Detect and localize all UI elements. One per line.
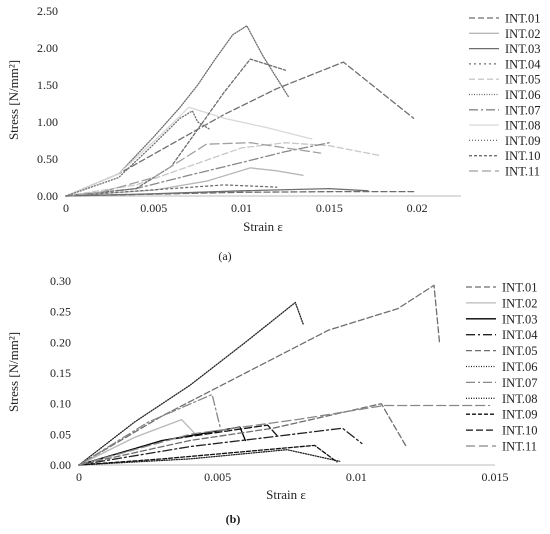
chart-b-y-label: Stress [N/mm²] bbox=[6, 332, 21, 412]
legend-label: INT.02 bbox=[502, 296, 538, 310]
legend-label: INT.09 bbox=[502, 408, 538, 422]
legend-label: INT.08 bbox=[502, 392, 538, 406]
chart-b-x-tick-label: 0 bbox=[76, 470, 82, 484]
legend-label: INT.10 bbox=[505, 149, 541, 163]
chart-a-x-ticks: 0 0.005 0.01 0.015 0.02 bbox=[63, 201, 428, 215]
chart-a-series-line-1 bbox=[65, 61, 415, 197]
legend-label: INT.07 bbox=[505, 103, 541, 117]
chart-a-series-line-12 bbox=[65, 190, 415, 197]
chart-b-y-tick-label: 0.20 bbox=[50, 335, 71, 349]
chart-b-panel-label: (b) bbox=[226, 512, 241, 526]
chart-panel-b: 0 0.005 0.01 0.015 0.00 0.05 0.10 0.15 0.20 0.25… bbox=[6, 274, 538, 526]
chart-b-series-line-5 bbox=[78, 403, 407, 466]
chart-b-series-line-9 bbox=[78, 444, 338, 466]
chart-a-panel-label: (a) bbox=[218, 249, 231, 263]
legend-label: INT.04 bbox=[502, 328, 538, 342]
chart-b-y-tick-label: 0.00 bbox=[50, 458, 71, 472]
chart-b-series-line-7 bbox=[78, 393, 222, 466]
chart-b-y-tick-label: 0.15 bbox=[50, 366, 71, 380]
chart-b-x-tick-label: 0.005 bbox=[204, 470, 231, 484]
legend-label: INT.09 bbox=[505, 134, 541, 148]
chart-b-series-line-4 bbox=[78, 427, 363, 466]
chart-panel-a: 0 0.005 0.01 0.015 0.02 0.00 0.50 1.00 1.50 2.00… bbox=[6, 4, 541, 263]
chart-a-series-line-7 bbox=[65, 142, 330, 197]
legend-label: INT.06 bbox=[502, 360, 538, 374]
chart-a-series-line-6 bbox=[65, 25, 290, 197]
chart-b-x-tick-label: 0.015 bbox=[482, 470, 509, 484]
chart-a-y-tick-label: 1.00 bbox=[37, 115, 58, 129]
legend-label: INT.01 bbox=[505, 12, 541, 26]
chart-a-legend: INT.01INT.02INT.03INT.04INT.05INT.06INT.… bbox=[469, 12, 541, 179]
chart-a-x-tick-label: 0.015 bbox=[316, 201, 343, 215]
chart-b-series-line-11 bbox=[78, 404, 491, 466]
chart-a-x-tick-label: 0 bbox=[63, 201, 69, 215]
chart-a-lines bbox=[65, 25, 415, 197]
legend-label: INT.10 bbox=[502, 424, 538, 438]
chart-a-y-tick-label: 0.00 bbox=[37, 189, 58, 203]
chart-a-series-line-4 bbox=[65, 184, 278, 197]
legend-label: INT.06 bbox=[505, 88, 541, 102]
chart-b-series-line-8 bbox=[78, 449, 341, 466]
chart-b-x-ticks: 0 0.005 0.01 0.015 bbox=[76, 470, 509, 484]
chart-a-x-tick-label: 0.02 bbox=[407, 201, 428, 215]
chart-b-y-tick-label: 0.05 bbox=[50, 427, 71, 441]
chart-a-x-tick-label: 0.005 bbox=[140, 201, 167, 215]
chart-a-y-tick-label: 1.50 bbox=[37, 78, 58, 92]
legend-label: INT.02 bbox=[505, 27, 541, 41]
chart-a-x-label: Strain ε bbox=[243, 219, 283, 234]
legend-label: INT.11 bbox=[502, 440, 537, 454]
chart-b-y-tick-label: 0.25 bbox=[50, 305, 71, 319]
legend-label: INT.03 bbox=[505, 42, 541, 56]
chart-a-y-ticks: 0.00 0.50 1.00 1.50 2.00 2.50 bbox=[37, 4, 58, 203]
chart-a-y-tick-label: 2.50 bbox=[37, 4, 58, 18]
chart-a-series-line-2 bbox=[65, 167, 304, 197]
chart-a-series-line-9 bbox=[65, 110, 211, 197]
chart-a-series-line-11 bbox=[65, 142, 322, 197]
chart-b-y-ticks: 0.00 0.05 0.10 0.15 0.20 0.25 0.30 bbox=[50, 274, 71, 472]
legend-label: INT.11 bbox=[505, 165, 540, 179]
legend-label: INT.08 bbox=[505, 119, 541, 133]
legend-label: INT.03 bbox=[502, 312, 538, 326]
chart-b-x-label: Strain ε bbox=[266, 487, 306, 502]
chart-a-x-tick-label: 0.01 bbox=[231, 201, 252, 215]
legend-label: INT.04 bbox=[505, 57, 541, 71]
chart-b-series-line-2 bbox=[78, 418, 197, 466]
chart-a-series-line-10 bbox=[65, 58, 287, 197]
chart-b-y-tick-label: 0.30 bbox=[50, 274, 71, 288]
chart-b-series-line-6 bbox=[78, 301, 305, 466]
chart-a-y-label: Stress [N/mm²] bbox=[6, 60, 21, 140]
chart-a-y-tick-label: 2.00 bbox=[37, 41, 58, 55]
chart-a-y-tick-label: 0.50 bbox=[37, 152, 58, 166]
legend-label: INT.01 bbox=[502, 281, 538, 295]
legend-label: INT.07 bbox=[502, 376, 538, 390]
chart-b-lines bbox=[78, 284, 491, 466]
legend-label: INT.05 bbox=[502, 344, 538, 358]
chart-b-x-tick-label: 0.01 bbox=[346, 470, 367, 484]
chart-b-y-tick-label: 0.10 bbox=[50, 397, 71, 411]
chart-a-series-line-8 bbox=[65, 106, 313, 197]
legend-label: INT.05 bbox=[505, 73, 541, 87]
chart-a-series-line-5 bbox=[65, 142, 380, 197]
chart-b-series-line-10 bbox=[78, 424, 280, 466]
